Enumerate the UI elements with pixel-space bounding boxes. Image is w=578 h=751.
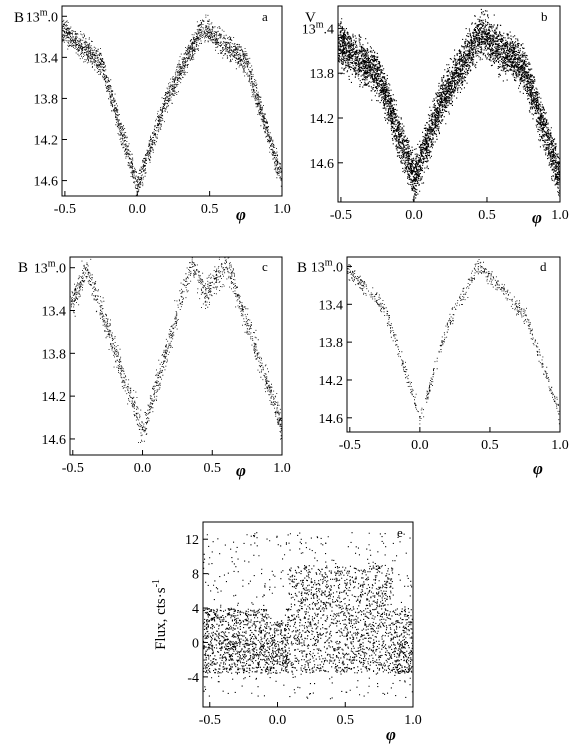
y-tick-label: 8 [192,568,199,583]
y-tick-label: 14.6 [319,412,344,427]
panel-e: -0.5 0.0 0.5 1.0 12 8 4 0 -4 Flux, cts·s-1 e φ [151,521,422,744]
y-tick-label: 13.4 [42,305,67,320]
x-tick-label: 0.0 [269,713,287,728]
panel-d: -0.5 0.0 0.5 1.0 13m.0 13.4 13.8 14.2 14.6 B d φ [297,256,569,478]
x-tick-label: 0.0 [411,438,429,453]
plot-frame [202,521,414,708]
x-tick-label: 1.0 [273,202,291,217]
y-tick-label: 13.8 [310,67,335,82]
x-axis-label: φ [532,208,542,227]
y-axis-label: V [305,10,316,26]
panel-b: -0.5 0.0 0.5 1.0 13m.4 13.8 14.2 14.6 V b φ [302,5,569,227]
y-tick-label: 14.2 [319,374,344,389]
panel-label: a [262,9,268,24]
x-tick-label: -0.5 [62,461,84,476]
y-tick-label: 13m.4 [302,19,334,37]
x-tick-label: 0.5 [201,202,219,217]
panel-label: c [262,259,268,274]
y-tick-label: 0 [192,636,199,651]
y-tick-label: 4 [192,602,199,617]
x-axis-label: φ [236,205,246,224]
panel-label: e [397,525,403,540]
x-tick-label: 1.0 [551,208,569,223]
x-tick-label: 0.5 [204,461,222,476]
y-tick-label: 14.6 [310,157,335,172]
y-axis-label: B [18,260,28,276]
x-axis-label: φ [236,461,246,480]
y-tick-label: 13.8 [42,347,67,362]
x-tick-label: 0.0 [134,461,152,476]
panel-label: d [540,259,547,274]
x-tick-label: -0.5 [54,202,76,217]
y-tick-label: 12 [185,533,199,548]
x-tick-label: -0.5 [339,438,361,453]
y-tick-label: 14.2 [42,390,67,405]
plot-frame [61,5,283,197]
x-tick-label: 0.5 [337,713,355,728]
y-tick-label: 13m.0 [311,257,343,275]
y-axis-label: B [14,10,24,26]
x-tick-label: 1.0 [273,461,291,476]
y-tick-label: 13.4 [319,298,344,313]
panel-a: -0.5 0.0 0.5 1.0 13m.0 13.4 13.8 14.2 14.6 B a φ [14,5,291,224]
plot-frame [346,256,561,433]
x-tick-label: 1.0 [404,713,422,728]
y-tick-label: 14.6 [34,175,59,190]
x-tick-label: 0.0 [129,202,147,217]
panel-c: -0.5 0.0 0.5 1.0 13m.0 13.4 13.8 14.2 14.6 B c φ [18,256,291,480]
y-tick-label: 13m.0 [34,259,66,277]
x-tick-label: 0.0 [405,208,423,223]
x-axis-label: φ [533,459,543,478]
x-tick-label: 0.5 [481,438,499,453]
y-tick-label: -4 [187,671,199,686]
y-tick-label: 14.2 [34,134,59,149]
scatter-points [70,257,282,443]
y-tick-label: 13m.0 [26,7,58,25]
y-tick-label: 13.4 [34,51,59,66]
plot-frame [337,5,561,203]
y-tick-label: 13.8 [34,92,59,107]
x-axis-label: φ [386,725,396,744]
y-tick-label: 14.6 [42,433,67,448]
x-tick-label: 1.0 [551,438,569,453]
y-tick-label: 13.8 [319,336,344,351]
x-tick-label: -0.5 [199,713,221,728]
y-axis-label: B [297,260,307,276]
x-tick-label: 0.5 [478,208,496,223]
panel-label: b [541,9,548,24]
plot-frame [69,256,283,456]
x-tick-label: -0.5 [330,208,352,223]
y-axis-label: Flux, cts·s-1 [151,579,169,650]
y-tick-label: 14.2 [310,112,335,127]
